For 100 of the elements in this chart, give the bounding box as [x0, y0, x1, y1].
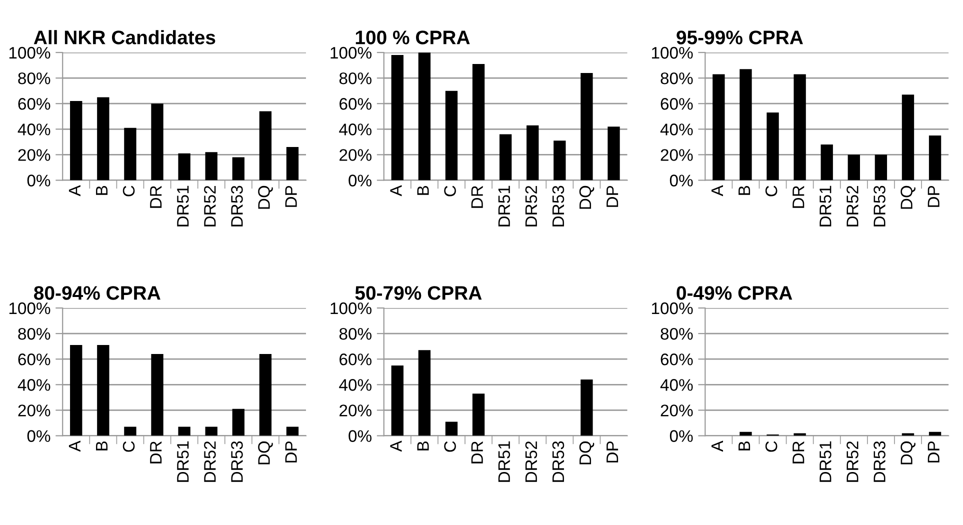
x-tick-label: C — [444, 186, 456, 196]
bar — [124, 128, 136, 180]
x-tick-label: DP — [285, 441, 297, 462]
bar — [712, 74, 725, 180]
x-tick-label: B — [417, 441, 429, 450]
chart-title: 100 % CPRA — [356, 30, 470, 44]
y-tick-label: 20% — [18, 149, 50, 161]
y-tick-label: 0% — [27, 430, 50, 442]
x-tick-label: DQ — [258, 186, 273, 209]
y-tick-label: 100% — [9, 46, 50, 59]
bar — [232, 157, 244, 180]
bar — [874, 154, 888, 180]
x-tick-label: DR — [792, 441, 804, 464]
bar — [70, 345, 82, 436]
x-tick-label: DR51 — [820, 441, 832, 482]
x-tick-label: DR52 — [525, 441, 538, 482]
x-tick-label: C — [122, 441, 135, 452]
y-tick-label: 80% — [660, 328, 693, 340]
bar — [151, 354, 164, 436]
bar — [151, 104, 164, 180]
y-tick-label: 100% — [330, 302, 372, 314]
x-tick-label: A — [390, 185, 402, 196]
y-tick-label: 80% — [339, 72, 372, 84]
x-tick-label: DR — [150, 441, 162, 464]
x-tick-label: DR53 — [874, 186, 886, 226]
y-tick-label: 80% — [18, 72, 50, 84]
x-tick-label: DR51 — [498, 441, 510, 482]
y-tick-label: 100% — [652, 302, 693, 314]
bar — [848, 154, 860, 180]
bar — [445, 422, 458, 436]
y-tick-label: 20% — [660, 149, 693, 161]
x-tick-label: DR51 — [177, 441, 189, 482]
y-tick-label: 40% — [660, 124, 693, 136]
bar — [418, 52, 431, 180]
y-tick-label: 80% — [339, 328, 372, 340]
y-tick-label: 40% — [18, 124, 50, 136]
bar — [526, 125, 539, 180]
bar — [259, 354, 272, 436]
x-tick-label: DR — [150, 186, 162, 208]
x-tick-label: DR53 — [231, 186, 243, 226]
y-tick-label: 40% — [339, 124, 372, 136]
x-tick-label: C — [765, 186, 778, 196]
y-tick-label: 20% — [660, 404, 693, 416]
y-tick-label: 80% — [18, 328, 50, 340]
bar — [232, 408, 244, 436]
bar — [205, 152, 218, 180]
bar — [97, 345, 110, 436]
x-tick-label: DR53 — [231, 441, 243, 482]
x-tick-label: DP — [928, 441, 940, 462]
bar — [391, 55, 404, 180]
y-tick-label: 40% — [339, 379, 372, 391]
y-tick-label: 20% — [340, 149, 372, 161]
x-tick-label: DR51 — [177, 186, 189, 226]
x-tick-label: B — [96, 186, 108, 195]
y-tick-label: 40% — [660, 379, 693, 391]
chart-title: All NKR Candidates — [34, 30, 216, 44]
y-tick-label: 100% — [330, 46, 372, 59]
bar — [259, 111, 272, 180]
x-tick-label: DR53 — [552, 186, 564, 226]
x-tick-label: DR52 — [204, 186, 216, 226]
chart-title: 50-79% CPRA — [355, 286, 482, 300]
bar — [554, 140, 566, 180]
bar — [580, 380, 593, 436]
x-tick-label: A — [712, 440, 723, 452]
x-tick-label: DP — [606, 186, 618, 207]
bar — [820, 144, 833, 180]
y-tick-label: 60% — [340, 98, 372, 110]
x-tick-label: DR52 — [846, 441, 858, 482]
x-tick-label: B — [417, 186, 429, 195]
y-tick-label: 20% — [340, 404, 372, 416]
y-tick-label: 100% — [9, 302, 50, 314]
x-tick-label: DQ — [900, 186, 916, 209]
x-tick-label: DR53 — [552, 441, 564, 482]
x-tick-label: DR51 — [498, 186, 510, 226]
y-tick-label: 80% — [660, 72, 693, 84]
x-tick-label: DR — [471, 186, 483, 208]
x-tick-label: B — [738, 441, 750, 450]
bar — [902, 94, 914, 180]
y-tick-label: 100% — [652, 46, 693, 59]
bar — [205, 426, 218, 436]
x-tick-label: DP — [928, 186, 940, 207]
chart-title: 95-99% CPRA — [676, 30, 803, 44]
bar — [124, 426, 136, 436]
chart-title: 80-94% CPRA — [34, 286, 160, 300]
bar — [580, 72, 593, 180]
x-tick-label: C — [444, 441, 456, 452]
x-tick-label: DR52 — [525, 186, 538, 226]
y-tick-label: 60% — [660, 354, 693, 366]
y-tick-label: 0% — [670, 174, 693, 186]
bar — [499, 134, 512, 180]
x-tick-label: DQ — [258, 441, 273, 464]
x-tick-label: DR51 — [820, 186, 832, 226]
y-tick-label: 60% — [18, 98, 50, 110]
bar — [70, 101, 82, 180]
x-tick-label: C — [765, 441, 778, 452]
bar — [472, 64, 485, 180]
bar — [794, 74, 806, 180]
x-tick-label: B — [738, 186, 750, 195]
bar — [286, 426, 299, 436]
x-tick-label: A — [68, 440, 80, 452]
